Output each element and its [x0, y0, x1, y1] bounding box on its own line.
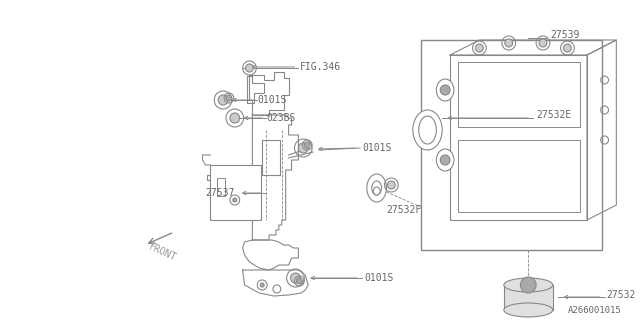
Bar: [458, 62, 580, 127]
Ellipse shape: [436, 79, 454, 101]
Bar: [504, 285, 553, 310]
Bar: [420, 40, 602, 250]
Text: 0101S: 0101S: [257, 95, 287, 105]
Circle shape: [520, 277, 536, 293]
Ellipse shape: [373, 187, 380, 195]
Text: 0101S: 0101S: [362, 143, 391, 153]
Circle shape: [296, 278, 302, 284]
Bar: [217, 178, 225, 196]
Text: 0101S: 0101S: [364, 273, 394, 283]
Circle shape: [387, 181, 396, 189]
Circle shape: [505, 39, 513, 47]
Ellipse shape: [372, 181, 381, 195]
Text: 27532E: 27532E: [536, 110, 572, 120]
Circle shape: [476, 44, 483, 52]
Text: 27532: 27532: [607, 290, 636, 300]
Bar: [450, 55, 587, 220]
Circle shape: [260, 283, 264, 287]
Circle shape: [230, 113, 240, 123]
Text: 27539: 27539: [550, 30, 579, 40]
Circle shape: [246, 64, 253, 72]
Circle shape: [304, 142, 310, 148]
Circle shape: [298, 143, 308, 153]
Ellipse shape: [504, 278, 553, 292]
Circle shape: [440, 85, 450, 95]
Ellipse shape: [413, 110, 442, 150]
Text: 27532F: 27532F: [387, 205, 422, 215]
Ellipse shape: [504, 303, 553, 317]
Circle shape: [563, 44, 572, 52]
Circle shape: [226, 95, 232, 101]
Circle shape: [218, 95, 228, 105]
Circle shape: [291, 273, 300, 283]
Ellipse shape: [419, 116, 436, 144]
Circle shape: [233, 198, 237, 202]
Circle shape: [440, 155, 450, 165]
Text: FIG.346: FIG.346: [300, 62, 342, 72]
Text: 27537: 27537: [205, 188, 235, 198]
Text: 023BS: 023BS: [266, 113, 296, 123]
Text: FRONT: FRONT: [147, 241, 177, 263]
Ellipse shape: [436, 149, 454, 171]
Text: A266001015: A266001015: [568, 306, 621, 315]
Circle shape: [539, 39, 547, 47]
Bar: [211, 165, 261, 220]
Bar: [262, 140, 280, 175]
Bar: [458, 140, 580, 212]
